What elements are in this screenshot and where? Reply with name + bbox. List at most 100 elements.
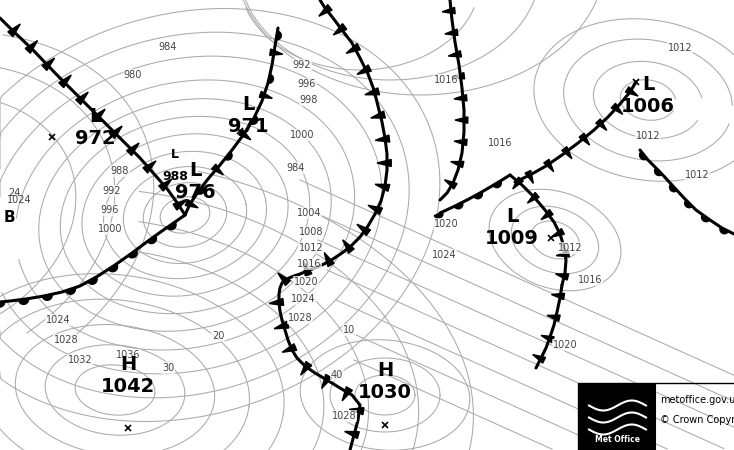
Polygon shape — [349, 408, 364, 414]
Polygon shape — [357, 224, 371, 235]
Polygon shape — [562, 147, 572, 159]
Text: 1024: 1024 — [46, 315, 70, 325]
Polygon shape — [0, 302, 4, 307]
Polygon shape — [368, 205, 382, 215]
Polygon shape — [43, 294, 52, 300]
Polygon shape — [639, 152, 647, 160]
Text: 1028: 1028 — [332, 411, 356, 421]
Polygon shape — [343, 240, 355, 253]
Polygon shape — [512, 177, 523, 189]
Polygon shape — [167, 222, 176, 230]
Polygon shape — [528, 193, 539, 203]
Polygon shape — [225, 152, 232, 160]
Polygon shape — [474, 192, 482, 199]
Text: 1012: 1012 — [685, 170, 709, 180]
Polygon shape — [669, 184, 677, 192]
Text: 1028: 1028 — [54, 335, 79, 345]
Polygon shape — [454, 202, 462, 209]
Text: 1012: 1012 — [668, 43, 692, 53]
Text: 1030: 1030 — [358, 383, 412, 402]
Polygon shape — [579, 133, 589, 145]
Text: 1004: 1004 — [297, 208, 321, 218]
Text: 980: 980 — [124, 70, 142, 80]
Polygon shape — [18, 299, 29, 304]
Polygon shape — [525, 171, 534, 184]
Text: 984: 984 — [287, 163, 305, 173]
Polygon shape — [551, 229, 564, 237]
Polygon shape — [556, 274, 569, 280]
Text: H: H — [120, 355, 136, 374]
Text: 1006: 1006 — [621, 96, 675, 116]
Bar — [578, 383, 734, 450]
Polygon shape — [282, 344, 297, 352]
Polygon shape — [445, 180, 457, 189]
Polygon shape — [541, 335, 554, 343]
Polygon shape — [128, 250, 137, 258]
Text: Met Office: Met Office — [595, 436, 640, 445]
Polygon shape — [454, 139, 467, 145]
Polygon shape — [346, 44, 360, 53]
Polygon shape — [445, 29, 458, 36]
Text: L: L — [189, 162, 201, 180]
Text: 1000: 1000 — [290, 130, 314, 140]
Text: 996: 996 — [101, 205, 119, 215]
Polygon shape — [611, 104, 622, 114]
Polygon shape — [544, 159, 553, 171]
Polygon shape — [333, 24, 346, 35]
Polygon shape — [596, 119, 607, 130]
Polygon shape — [76, 92, 88, 104]
Text: 1012: 1012 — [636, 131, 661, 141]
Text: 1016: 1016 — [434, 75, 458, 85]
Text: 984: 984 — [159, 42, 177, 52]
Polygon shape — [375, 135, 390, 142]
Text: 1008: 1008 — [299, 227, 323, 237]
Polygon shape — [556, 251, 570, 257]
Text: L: L — [642, 75, 654, 94]
Text: 30: 30 — [162, 363, 174, 373]
Polygon shape — [65, 288, 76, 294]
Polygon shape — [365, 88, 379, 95]
Polygon shape — [197, 186, 204, 194]
Polygon shape — [259, 91, 272, 99]
Polygon shape — [8, 24, 21, 37]
Text: 996: 996 — [298, 79, 316, 89]
Polygon shape — [126, 143, 139, 156]
Polygon shape — [533, 355, 545, 363]
Text: 992: 992 — [103, 186, 121, 196]
Polygon shape — [455, 117, 468, 123]
Text: 1024: 1024 — [291, 294, 316, 304]
Polygon shape — [324, 252, 334, 267]
Text: 988: 988 — [111, 166, 129, 176]
Polygon shape — [551, 293, 564, 300]
Text: 24: 24 — [8, 188, 21, 198]
Text: 1012: 1012 — [558, 243, 582, 253]
Text: 988: 988 — [162, 170, 188, 183]
Polygon shape — [344, 432, 359, 439]
Text: B: B — [4, 211, 15, 225]
Polygon shape — [304, 261, 312, 276]
Text: L: L — [506, 207, 518, 225]
Polygon shape — [442, 7, 455, 14]
Polygon shape — [702, 215, 710, 222]
Text: 1020: 1020 — [294, 277, 319, 287]
Polygon shape — [251, 116, 258, 124]
Polygon shape — [375, 184, 390, 191]
Text: 971: 971 — [228, 117, 269, 135]
Polygon shape — [720, 227, 728, 234]
Polygon shape — [321, 374, 332, 388]
Polygon shape — [547, 315, 560, 321]
Text: 1024: 1024 — [432, 250, 457, 260]
Bar — [580, 385, 655, 450]
Text: 976: 976 — [175, 184, 215, 202]
Polygon shape — [454, 94, 467, 101]
Polygon shape — [276, 31, 281, 40]
Polygon shape — [451, 72, 465, 79]
Text: 1000: 1000 — [98, 224, 123, 234]
Text: 1042: 1042 — [101, 377, 155, 396]
Text: 1012: 1012 — [299, 243, 323, 253]
Text: 972: 972 — [75, 129, 115, 148]
Text: 1024: 1024 — [7, 195, 32, 205]
Polygon shape — [685, 200, 692, 208]
Polygon shape — [173, 199, 187, 210]
Polygon shape — [371, 111, 385, 118]
